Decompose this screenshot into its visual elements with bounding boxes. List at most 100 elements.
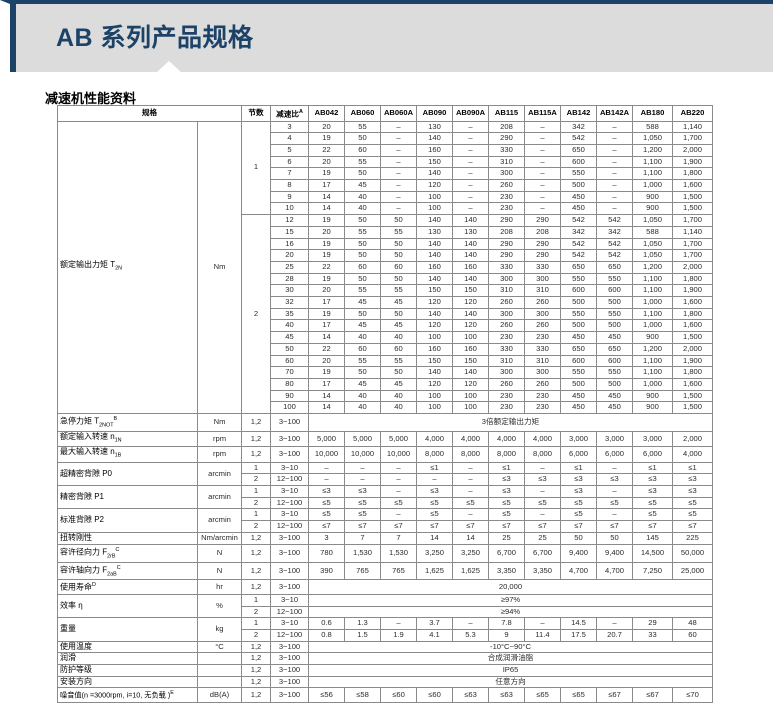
spec-label-sub: 2N <box>115 265 123 272</box>
service-life-row: 使用寿命D hr 1,2 3−100 20,000 <box>57 579 713 595</box>
backlash-p1-value-AB090: ≤5 <box>416 496 453 510</box>
torque-value-AB220: 1,700 <box>672 237 713 251</box>
backlash-p2-label: 标准背隙 P2 <box>57 508 198 533</box>
torque-value-AB142: 542 <box>560 237 597 251</box>
torque-value-AB060A: – <box>380 167 417 181</box>
torque-value-AB090A: 150 <box>452 354 489 368</box>
backlash-p1-ratio: 3−10 <box>270 485 309 498</box>
torque-value-AB220: 2,000 <box>672 342 713 356</box>
torque-value-AB042: 19 <box>308 249 345 262</box>
torque-value-AB220: 1,700 <box>672 214 713 227</box>
torque-value-AB115A: 310 <box>524 354 561 368</box>
torque-value-AB115A: 230 <box>524 331 561 344</box>
torque-value-AB090A: 120 <box>452 319 489 333</box>
ratio-value: 32 <box>270 296 309 309</box>
backlash-p1-value-AB060: ≤3 <box>344 485 381 498</box>
torque-value-AB115: 290 <box>488 132 525 145</box>
ratio-value: 90 <box>270 389 309 403</box>
torque-value-AB142: 600 <box>560 354 597 368</box>
ratio-value: 4 <box>270 132 309 145</box>
weight-value-AB142: 17.5 <box>560 628 597 642</box>
weight-value-AB220: 60 <box>672 628 713 642</box>
torque-value-AB142: 550 <box>560 307 597 321</box>
backlash-p1-value-AB060A: ≤5 <box>380 496 417 510</box>
spec-label-text: 润滑 <box>60 653 76 663</box>
rated-input-speed-unit: rpm <box>197 431 242 448</box>
torque-value-AB142A: 450 <box>596 331 633 344</box>
spec-label-text: 急停力矩 T <box>60 416 100 426</box>
section-title: 减速机性能资料 <box>45 91 137 106</box>
torsional-rigidity-value-AB180: 145 <box>632 531 673 545</box>
torque-value-AB180: 900 <box>632 401 673 415</box>
torque-value-AB090A: 140 <box>452 307 489 321</box>
rated-input-speed-row: 额定输入转速 n1N rpm 1,2 3−100 5,000 5,000 5,000 4,00… <box>57 431 713 448</box>
torque-value-AB115: 230 <box>488 389 525 403</box>
torque-value-AB060A: – <box>380 155 417 169</box>
spec-label-text: 扭转刚性 <box>60 532 92 542</box>
backlash-p1-value-AB220: ≤3 <box>672 485 713 498</box>
backlash-p2-stage: 1 <box>241 508 271 522</box>
backlash-p0-value-AB142: ≤1 <box>560 461 597 475</box>
allowable-axial-force-value-AB180: 7,250 <box>632 561 673 581</box>
lubrication-value: 合成润滑油脂 <box>308 652 713 666</box>
torsional-rigidity-unit: Nm/arcmin <box>197 531 242 545</box>
backlash-p0-ratio: 3−10 <box>270 461 309 475</box>
backlash-p2-row: 标准背隙 P2 arcmin 1 3−10 ≤5 ≤5– ≤5– ≤5– ≤5– ≤5 ≤5 <box>57 508 713 533</box>
allowable-radial-force-row: 容许径向力 F2rBC N 1,2 3−100 780 1,530 1,530 3,250 3,… <box>57 543 713 563</box>
torque-value-AB090: 130 <box>416 120 453 134</box>
torque-value-AB060: 45 <box>344 179 381 192</box>
torque-value-AB090: 100 <box>416 190 453 204</box>
torque-value-AB115: 310 <box>488 354 525 368</box>
spec-label-text: 防护等级 <box>60 665 92 675</box>
backlash-p2-ratio: 12−100 <box>270 520 309 533</box>
max-input-speed-value-AB220: 4,000 <box>672 446 713 463</box>
header-model-3: AB090 <box>416 105 453 122</box>
rated-input-speed-value-AB142A: 3,000 <box>596 431 633 448</box>
backlash-p0-value-AB142A: ≤3 <box>596 473 633 487</box>
torque-value-AB115: 310 <box>488 155 525 169</box>
torque-value-AB115: 300 <box>488 272 525 286</box>
backlash-p1-value-AB142: ≤5 <box>560 496 597 510</box>
efficiency-value: ≥97% <box>308 593 713 607</box>
torque-value-AB115A: 230 <box>524 401 561 415</box>
torque-value-AB142: 450 <box>560 401 597 415</box>
ratio-value: 3 <box>270 120 309 134</box>
rated-input-speed-value-AB115A: 4,000 <box>524 431 561 448</box>
torque-value-AB115A: – <box>524 202 561 216</box>
torque-value-AB060: 55 <box>344 120 381 134</box>
backlash-p1-value-AB060A: – <box>380 485 417 498</box>
torque-value-AB115A: – <box>524 167 561 181</box>
torque-value-AB220: 2,000 <box>672 260 713 274</box>
backlash-p0-value-AB042: – <box>308 473 345 487</box>
noise-level-value-AB090: ≤60 <box>416 687 453 703</box>
torque-value-AB220: 1,900 <box>672 155 713 169</box>
rated-output-torque-label: 额定输出力矩 T2N <box>57 120 198 415</box>
torque-value-AB090: 140 <box>416 366 453 379</box>
torque-value-AB115: 230 <box>488 331 525 344</box>
torque-value-AB115: 290 <box>488 249 525 262</box>
torque-value-AB042: 19 <box>308 132 345 145</box>
backlash-p1-value-AB142: ≤3 <box>560 485 597 498</box>
torque-value-AB142: 650 <box>560 342 597 356</box>
ratio-value: 12 <box>270 214 309 227</box>
ratio-value: 10 <box>270 202 309 216</box>
torque-value-AB090A: – <box>452 167 489 181</box>
torque-value-AB060: 60 <box>344 260 381 274</box>
allowable-radial-force-value-AB180: 14,500 <box>632 543 673 563</box>
efficiency-value: ≥94% <box>308 605 713 619</box>
backlash-p0-value-AB060A: – <box>380 473 417 487</box>
ratio-value: 60 <box>270 354 309 368</box>
torque-value-AB042: 20 <box>308 284 345 298</box>
torque-value-AB060A: 40 <box>380 401 417 415</box>
torque-value-AB142A: 542 <box>596 237 633 251</box>
ratio-value: 6 <box>270 155 309 169</box>
header-model-8: AB142A <box>596 105 633 122</box>
torque-value-AB180: 1,000 <box>632 179 673 192</box>
torsional-rigidity-value-AB060: 7 <box>344 531 381 545</box>
torque-value-AB142: 650 <box>560 143 597 157</box>
backlash-p2-value-AB115A: – <box>524 508 561 522</box>
torque-row-stage1: 9 14 40–100–230–450–900 1,500 <box>58 190 713 204</box>
spec-label-sup: E <box>170 690 174 697</box>
torque-value-AB180: 1,000 <box>632 319 673 333</box>
backlash-p2-stage: 2 <box>241 520 271 533</box>
